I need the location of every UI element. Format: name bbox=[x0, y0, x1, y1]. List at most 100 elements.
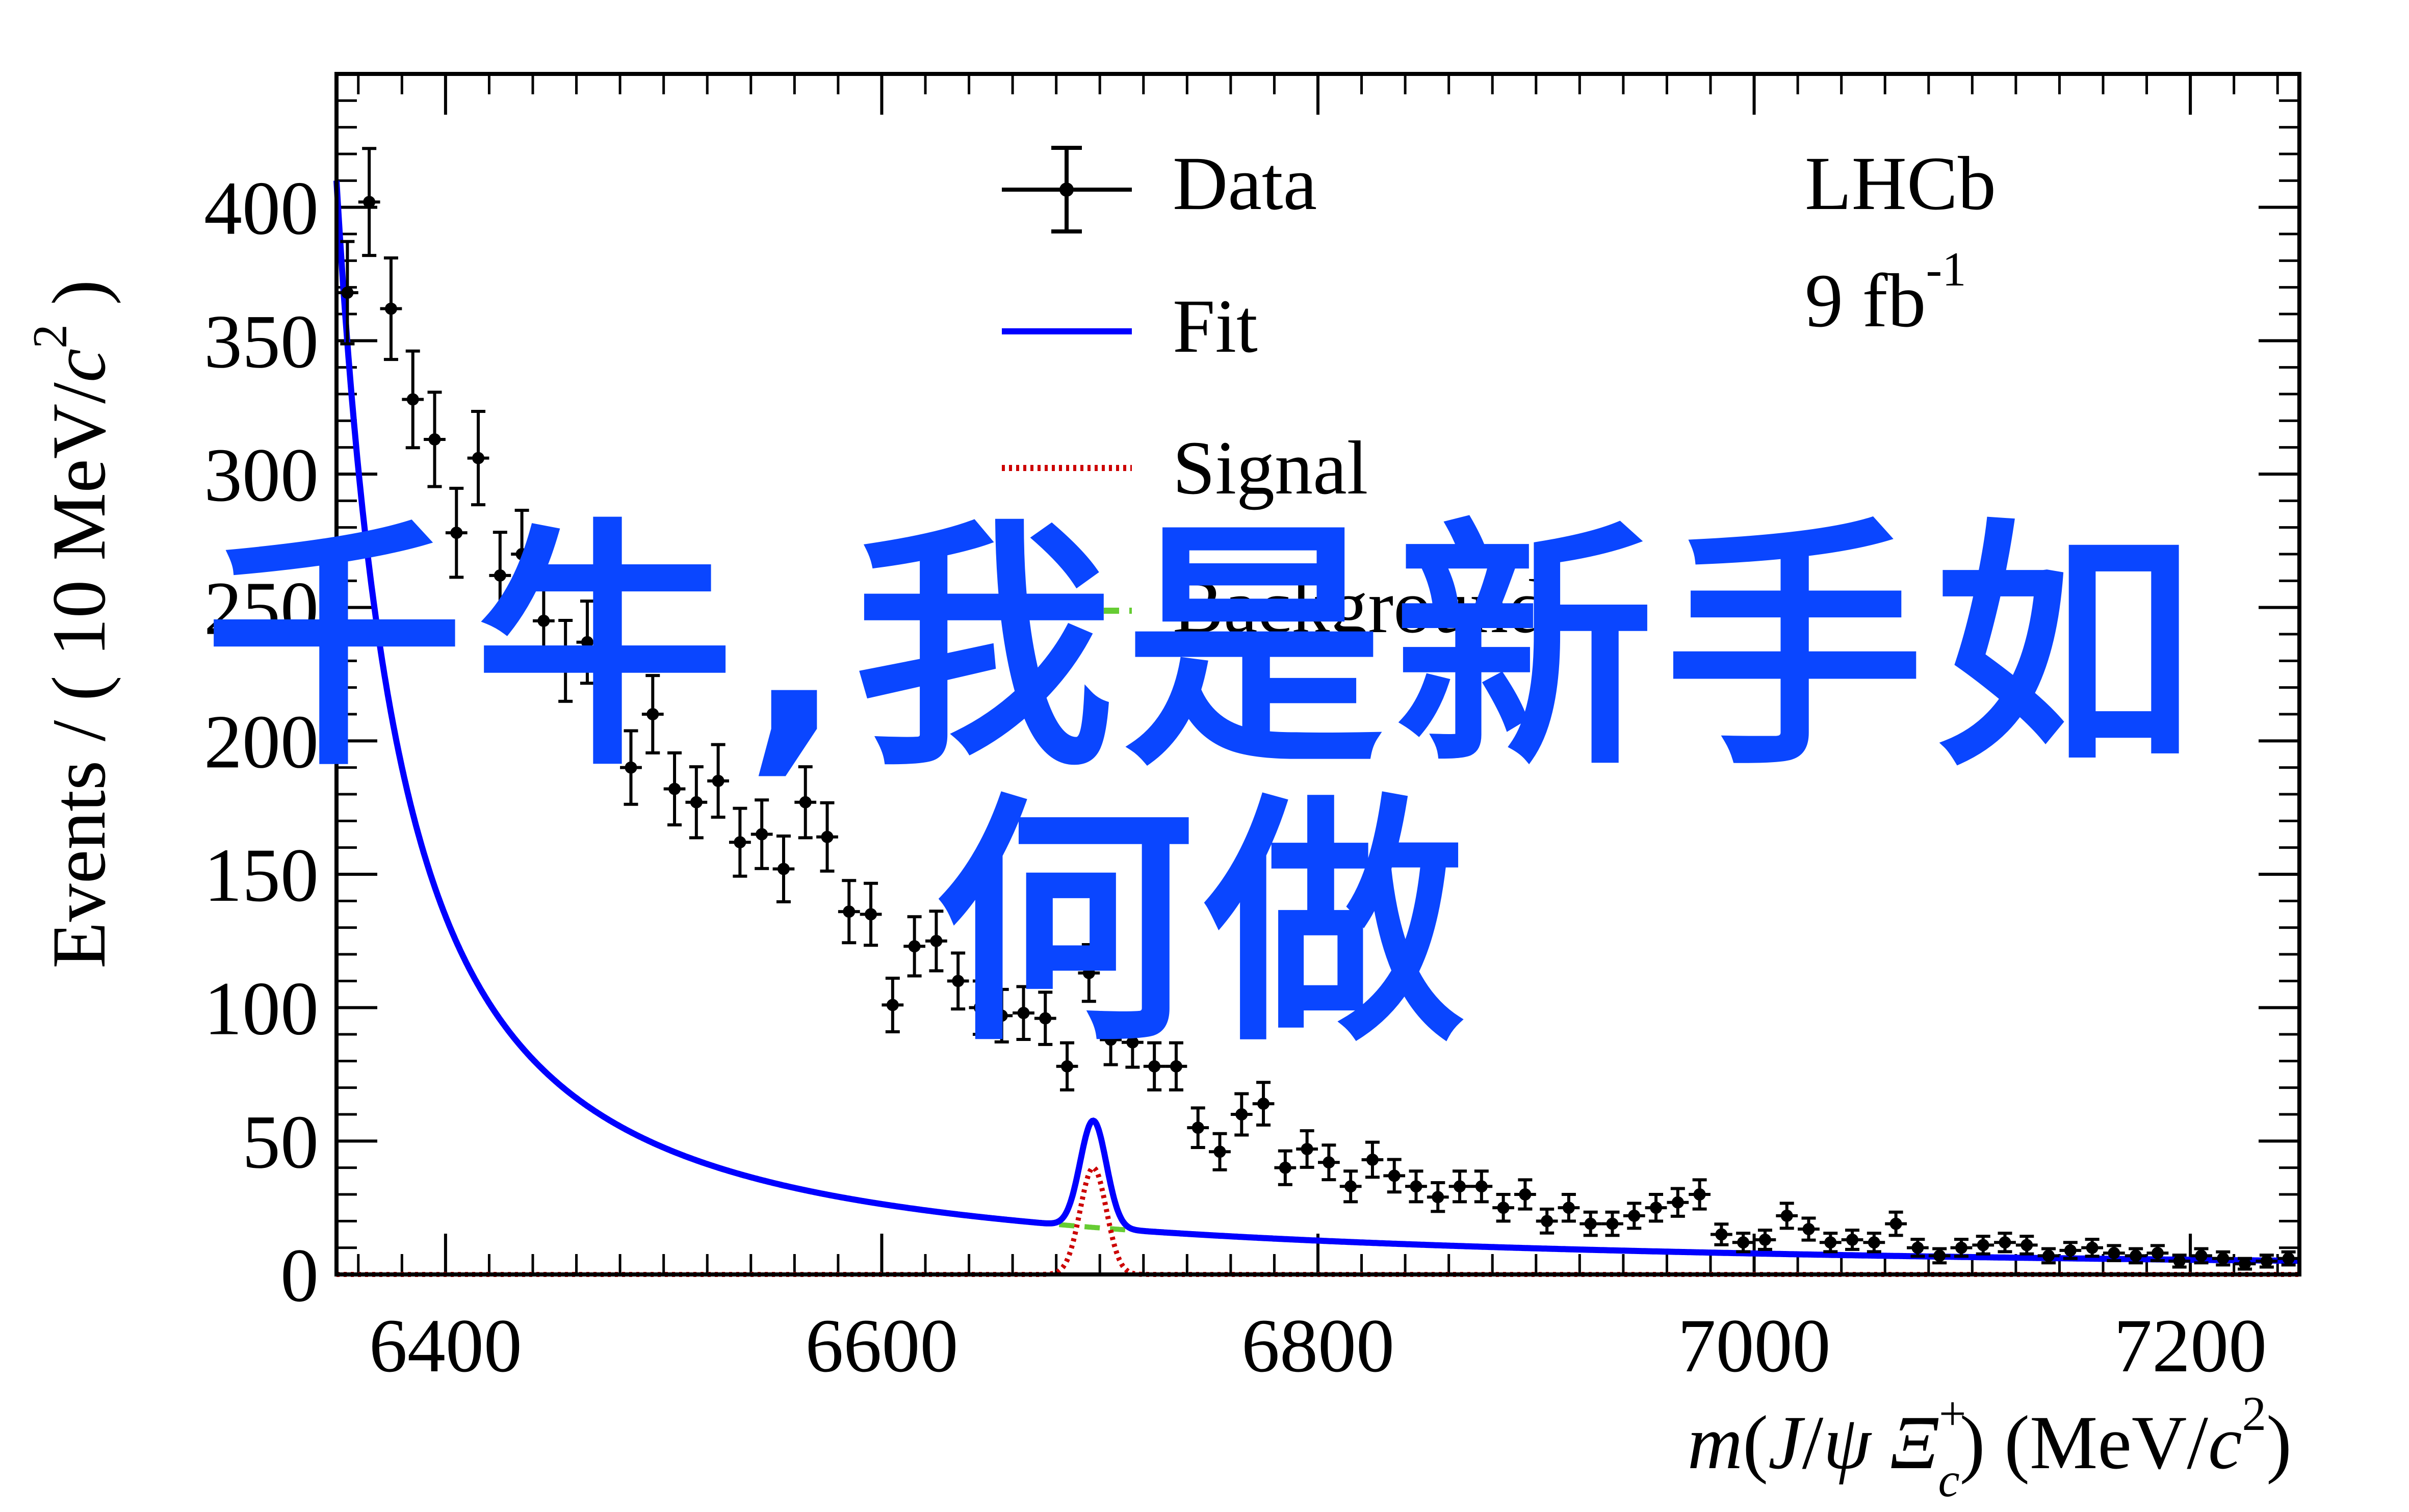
data-point-marker bbox=[886, 999, 899, 1011]
data-point-marker bbox=[2239, 1258, 2251, 1270]
data-point bbox=[1994, 1232, 2016, 1254]
data-point-marker bbox=[1999, 1236, 2011, 1249]
data-point bbox=[729, 806, 751, 878]
data-point bbox=[903, 915, 925, 978]
data-point-marker bbox=[2195, 1249, 2208, 1262]
data-point-marker bbox=[756, 828, 768, 841]
y-tick-label: 300 bbox=[204, 433, 319, 517]
data-point-marker bbox=[1584, 1217, 1597, 1230]
data-point-marker bbox=[1780, 1209, 1793, 1222]
data-point-marker bbox=[625, 761, 637, 774]
data-point-marker bbox=[1039, 1012, 1052, 1025]
data-point bbox=[882, 976, 904, 1034]
data-point-marker bbox=[1432, 1191, 1444, 1204]
data-point-marker bbox=[581, 636, 593, 648]
data-point bbox=[1230, 1092, 1253, 1137]
data-point bbox=[2037, 1247, 2060, 1265]
data-point bbox=[1536, 1207, 1558, 1235]
data-point bbox=[1100, 1013, 1122, 1066]
data-point bbox=[1165, 1041, 1187, 1092]
data-point bbox=[1470, 1169, 1493, 1204]
data-point bbox=[1645, 1193, 1667, 1223]
data-point-marker bbox=[668, 783, 681, 795]
data-point-marker bbox=[603, 681, 615, 694]
data-point bbox=[1907, 1238, 1929, 1258]
data-point bbox=[598, 646, 620, 729]
data-point bbox=[1623, 1202, 1645, 1230]
data-point-marker bbox=[1868, 1236, 1880, 1249]
data-point-marker bbox=[1126, 1036, 1139, 1049]
data-point-marker bbox=[1104, 1033, 1117, 1046]
data-point-marker bbox=[2151, 1247, 2164, 1260]
data-point bbox=[1601, 1210, 1623, 1237]
data-point-marker bbox=[1323, 1156, 1335, 1169]
data-point bbox=[991, 987, 1013, 1044]
y-tick-label: 150 bbox=[204, 833, 319, 918]
data-point bbox=[2015, 1235, 2038, 1256]
data-point bbox=[1078, 943, 1100, 1003]
legend-entry-background: Background bbox=[1002, 564, 1546, 649]
data-point bbox=[1950, 1238, 1973, 1258]
data-point bbox=[1448, 1169, 1471, 1204]
data-point bbox=[554, 618, 577, 703]
data-point bbox=[707, 743, 729, 819]
y-tick-label: 50 bbox=[242, 1100, 319, 1184]
data-point-marker bbox=[1017, 1007, 1030, 1020]
data-point bbox=[1492, 1193, 1514, 1223]
data-point-marker bbox=[384, 302, 397, 315]
data-point-marker bbox=[559, 655, 572, 667]
y-axis-title: Events / ( 10 MeV/c2 ) bbox=[23, 280, 121, 969]
data-point-marker bbox=[712, 774, 724, 787]
data-point bbox=[794, 765, 817, 840]
data-point-marker bbox=[406, 393, 419, 406]
data-point-marker bbox=[1519, 1188, 1532, 1201]
data-point-marker bbox=[1279, 1161, 1291, 1174]
data-point-marker bbox=[341, 286, 354, 299]
data-point-marker bbox=[2086, 1241, 2099, 1254]
data-point bbox=[576, 599, 599, 685]
data-point bbox=[1885, 1210, 1907, 1237]
data-point-marker bbox=[2108, 1247, 2120, 1260]
data-point bbox=[1579, 1210, 1602, 1237]
data-point bbox=[1558, 1193, 1580, 1223]
data-point bbox=[1427, 1181, 1449, 1213]
data-point-marker bbox=[428, 433, 441, 446]
data-point bbox=[2146, 1244, 2169, 1262]
data-point-marker bbox=[1846, 1233, 1859, 1246]
y-tick-label: 200 bbox=[204, 699, 319, 784]
data-point-marker bbox=[690, 796, 703, 809]
legend-entry-fit: Fit bbox=[1002, 284, 1258, 369]
data-point bbox=[816, 801, 838, 873]
data-point bbox=[663, 751, 686, 827]
data-point bbox=[1361, 1140, 1384, 1179]
data-point-marker bbox=[1388, 1169, 1401, 1182]
data-point-marker bbox=[450, 527, 463, 539]
data-point-marker bbox=[1911, 1241, 1924, 1254]
data-point bbox=[2081, 1238, 2103, 1258]
data-point-marker bbox=[799, 796, 812, 809]
data-point-marker bbox=[1082, 967, 1095, 979]
data-point-marker bbox=[908, 940, 921, 953]
data-point-marker bbox=[930, 934, 943, 947]
x-tick-label: 6600 bbox=[805, 1304, 958, 1388]
data-point-marker bbox=[1366, 1153, 1379, 1166]
data-point-marker bbox=[1693, 1188, 1706, 1201]
data-point-marker bbox=[2064, 1244, 2077, 1257]
data-point bbox=[1841, 1229, 1863, 1251]
luminosity-label: 9 fb-1 bbox=[1805, 242, 1966, 343]
x-tick-label: 6800 bbox=[1241, 1304, 1394, 1388]
data-point-marker bbox=[2217, 1252, 2230, 1265]
data-point-marker bbox=[1061, 1060, 1074, 1073]
data-point bbox=[925, 909, 947, 973]
data-point-marker bbox=[1344, 1180, 1357, 1193]
data-point-marker bbox=[1628, 1209, 1641, 1222]
x-tick-label: 7000 bbox=[1678, 1304, 1831, 1388]
data-point bbox=[1383, 1158, 1406, 1194]
data-point bbox=[489, 531, 511, 620]
data-point bbox=[641, 674, 664, 754]
data-point-marker bbox=[1410, 1180, 1422, 1193]
data-point bbox=[947, 951, 969, 1011]
y-tick-label: 350 bbox=[204, 299, 319, 384]
data-point-marker bbox=[1497, 1202, 1510, 1214]
data-point-marker bbox=[734, 836, 746, 849]
